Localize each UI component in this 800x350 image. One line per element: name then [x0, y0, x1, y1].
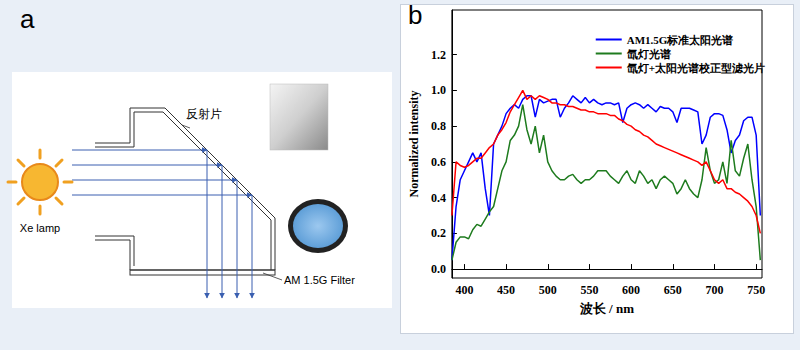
- svg-text:0.2: 0.2: [431, 226, 446, 240]
- svg-text:600: 600: [622, 283, 640, 297]
- svg-text:AM1.5G标准太阳光谱: AM1.5G标准太阳光谱: [627, 34, 734, 46]
- svg-text:750: 750: [747, 283, 765, 297]
- svg-text:a: a: [20, 4, 35, 34]
- html-text:b: b: [408, 0, 423, 30]
- svg-text:650: 650: [664, 283, 682, 297]
- svg-text:AM 1.5G Filter: AM 1.5G Filter: [284, 274, 355, 286]
- svg-text:Normalized intensity: Normalized intensity: [407, 91, 421, 198]
- svg-text:500: 500: [539, 283, 557, 297]
- svg-text:0.4: 0.4: [431, 191, 446, 205]
- svg-text:450: 450: [497, 283, 515, 297]
- svg-text:波长 / nm: 波长 / nm: [579, 301, 634, 316]
- svg-text:氙灯光谱: 氙灯光谱: [626, 48, 671, 60]
- svg-text:700: 700: [705, 283, 723, 297]
- svg-text:0.0: 0.0: [431, 262, 446, 276]
- svg-text:Xe lamp: Xe lamp: [20, 222, 60, 234]
- svg-text:550: 550: [580, 283, 598, 297]
- svg-text:400: 400: [455, 283, 473, 297]
- svg-text:反射片: 反射片: [186, 107, 222, 121]
- svg-text:氙灯+太阳光谱校正型滤光片: 氙灯+太阳光谱校正型滤光片: [626, 62, 765, 74]
- svg-text:0.6: 0.6: [431, 155, 446, 169]
- svg-text:0.8: 0.8: [431, 119, 446, 133]
- svg-text:1.2: 1.2: [431, 48, 446, 62]
- svg-text:1.0: 1.0: [431, 83, 446, 97]
